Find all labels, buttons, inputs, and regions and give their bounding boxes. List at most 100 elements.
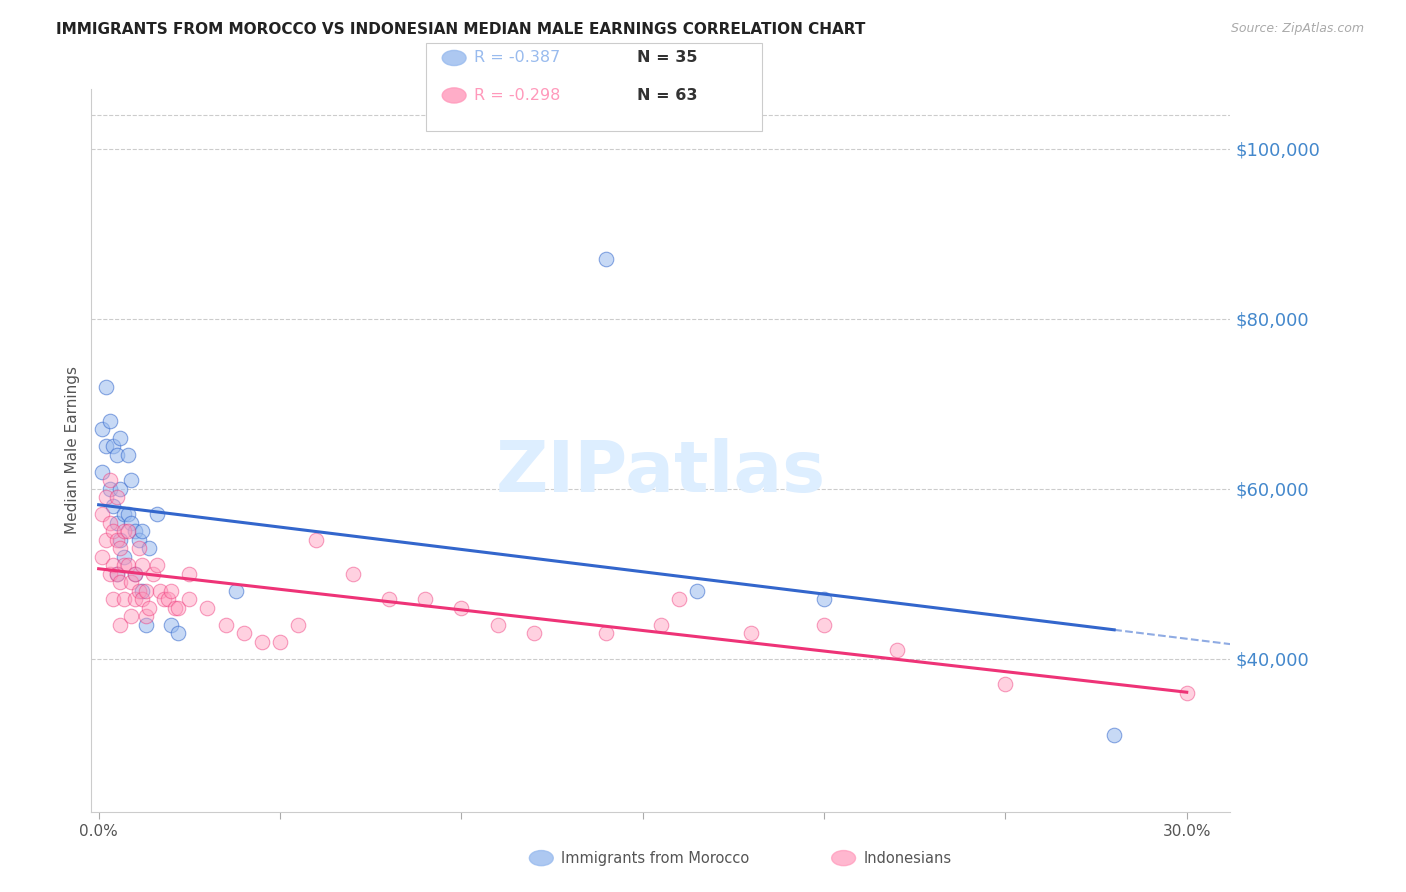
Point <box>94 490 117 504</box>
Point <box>740 626 762 640</box>
Point <box>112 507 135 521</box>
Point <box>105 566 128 581</box>
Text: N = 35: N = 35 <box>637 51 697 65</box>
Point <box>94 439 117 453</box>
Point <box>135 583 157 598</box>
Point <box>105 516 128 530</box>
Point <box>120 516 142 530</box>
Point <box>160 617 183 632</box>
Point <box>105 533 128 547</box>
Point <box>142 566 165 581</box>
Point <box>595 626 617 640</box>
Text: N = 63: N = 63 <box>637 88 697 103</box>
Point <box>131 524 153 539</box>
Point <box>128 541 150 556</box>
Point <box>98 516 121 530</box>
Point <box>105 490 128 504</box>
Point <box>112 524 135 539</box>
Point <box>1175 686 1198 700</box>
Point <box>101 439 124 453</box>
Point <box>813 617 835 632</box>
Point <box>179 566 201 581</box>
Text: R = -0.387: R = -0.387 <box>474 51 560 65</box>
Point <box>131 583 153 598</box>
Point <box>197 600 219 615</box>
Point <box>523 626 546 640</box>
Point <box>101 592 124 607</box>
Point <box>1102 728 1125 742</box>
Point <box>101 499 124 513</box>
Point <box>101 524 124 539</box>
Point <box>378 592 401 607</box>
Point <box>138 600 160 615</box>
Point <box>110 541 132 556</box>
Point <box>225 583 247 598</box>
Point <box>124 524 146 539</box>
Point <box>413 592 436 607</box>
Point <box>269 634 291 648</box>
Point <box>110 431 132 445</box>
Point <box>124 592 146 607</box>
Point <box>167 600 190 615</box>
Point <box>120 609 142 624</box>
Text: Source: ZipAtlas.com: Source: ZipAtlas.com <box>1230 22 1364 36</box>
Point <box>94 380 117 394</box>
Point <box>450 600 472 615</box>
Text: Indonesians: Indonesians <box>863 851 952 865</box>
Point <box>214 617 236 632</box>
Point <box>160 583 183 598</box>
Point <box>98 473 121 487</box>
Point <box>287 617 309 632</box>
Point <box>135 617 157 632</box>
Point <box>117 524 139 539</box>
Point <box>112 558 135 573</box>
Point <box>117 448 139 462</box>
Point <box>120 473 142 487</box>
Point <box>110 482 132 496</box>
Point <box>163 600 186 615</box>
Point <box>135 609 157 624</box>
Point <box>110 575 132 590</box>
Point <box>250 634 273 648</box>
Point <box>145 558 167 573</box>
Point <box>124 566 146 581</box>
Point <box>167 626 190 640</box>
Point <box>153 592 176 607</box>
Point <box>128 583 150 598</box>
Y-axis label: Median Male Earnings: Median Male Earnings <box>65 367 80 534</box>
Point <box>131 592 153 607</box>
Point <box>179 592 201 607</box>
Point <box>105 448 128 462</box>
Point <box>112 592 135 607</box>
Text: ZIPatlas: ZIPatlas <box>496 438 825 507</box>
Point <box>145 507 167 521</box>
Point <box>232 626 254 640</box>
Point <box>128 533 150 547</box>
Point <box>686 583 709 598</box>
Point <box>105 566 128 581</box>
Point <box>138 541 160 556</box>
Point <box>486 617 509 632</box>
Point <box>149 583 172 598</box>
Point <box>813 592 835 607</box>
Point <box>305 533 328 547</box>
Point <box>117 507 139 521</box>
Text: R = -0.298: R = -0.298 <box>474 88 560 103</box>
Point <box>110 533 132 547</box>
Text: Immigrants from Morocco: Immigrants from Morocco <box>561 851 749 865</box>
Point <box>131 558 153 573</box>
Point <box>94 533 117 547</box>
Point <box>595 252 617 267</box>
Point <box>91 465 114 479</box>
Point <box>91 507 114 521</box>
Point <box>112 549 135 564</box>
Point <box>124 566 146 581</box>
Point <box>117 558 139 573</box>
Point <box>886 643 908 657</box>
Text: IMMIGRANTS FROM MOROCCO VS INDONESIAN MEDIAN MALE EARNINGS CORRELATION CHART: IMMIGRANTS FROM MOROCCO VS INDONESIAN ME… <box>56 22 866 37</box>
Point <box>98 566 121 581</box>
Point <box>120 575 142 590</box>
Point <box>101 558 124 573</box>
Point <box>91 549 114 564</box>
Point <box>98 482 121 496</box>
